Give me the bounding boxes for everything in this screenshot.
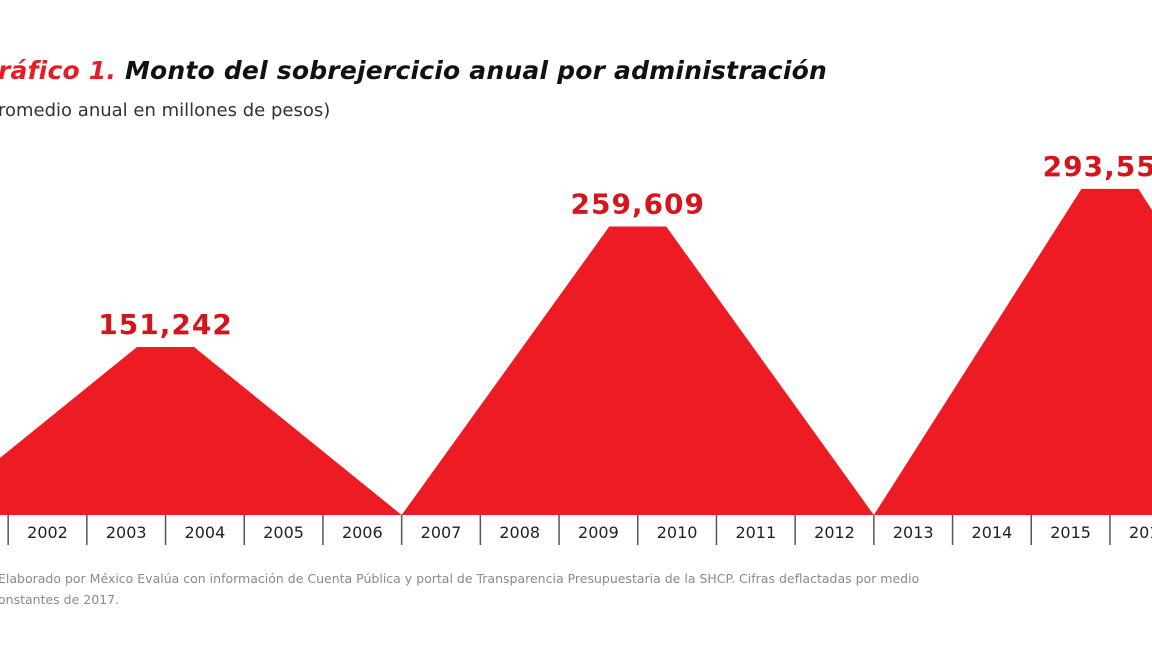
x-tick-label: 2005: [263, 523, 304, 542]
chart-title-text: Monto del sobrejercicio anual por admini…: [124, 56, 827, 85]
area-peak-1: [0, 346, 402, 515]
x-tick-label: 2007: [421, 523, 462, 542]
x-tick-label: 2008: [499, 523, 540, 542]
x-tick-label: 2016: [1129, 523, 1152, 542]
area-peak-3: [873, 188, 1152, 515]
chart-title: ráfico 1. Monto del sobrejercicio anual …: [0, 56, 827, 85]
x-tick-label: 2012: [814, 523, 855, 542]
source-note: Elaborado por México Evalúa con informac…: [0, 568, 919, 610]
x-tick-label: 2010: [657, 523, 698, 542]
data-label: 293,555: [1043, 150, 1152, 183]
chart-number: ráfico 1.: [0, 56, 117, 85]
source-note-line-2: onstantes de 2017.: [0, 592, 120, 607]
x-tick-label: 2013: [893, 523, 934, 542]
chart-subtitle: romedio anual en millones de pesos): [0, 100, 331, 121]
x-tick-label: 2015: [1050, 523, 1091, 542]
x-tick-label: 2002: [27, 523, 68, 542]
x-tick-label: 2011: [735, 523, 776, 542]
area-peak-2: [401, 226, 874, 515]
source-note-line-1: Elaborado por México Evalúa con informac…: [0, 571, 920, 586]
data-label: 151,242: [98, 308, 233, 341]
x-tick-label: 2004: [185, 523, 226, 542]
x-tick-label: 2006: [342, 523, 383, 542]
x-tick-label: 2003: [106, 523, 147, 542]
x-tick-label: 2014: [972, 523, 1013, 542]
x-tick-label: 2009: [578, 523, 619, 542]
data-label: 259,609: [570, 188, 705, 221]
